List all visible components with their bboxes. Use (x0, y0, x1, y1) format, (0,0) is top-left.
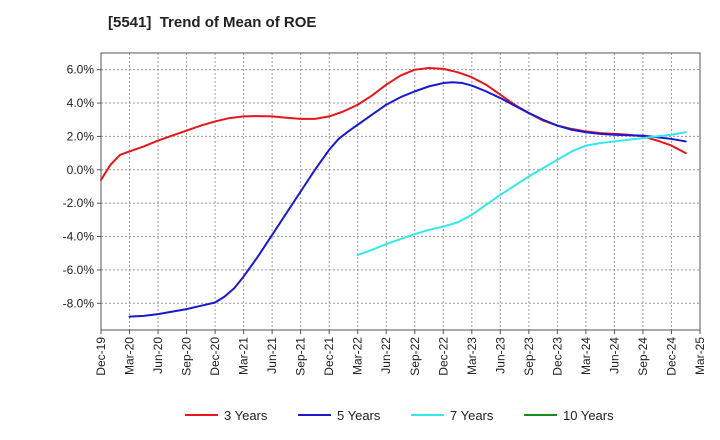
grid-layer (101, 53, 700, 330)
x-tick-label: Dec-19 (94, 337, 108, 376)
x-tick-label: Dec-21 (322, 337, 336, 376)
legend: 3 Years 5 Years 7 Years 10 Years (185, 408, 614, 423)
x-tick-label: Mar-23 (465, 337, 479, 375)
x-tick-label: Dec-20 (208, 337, 222, 376)
series-line-5-years (128, 81, 687, 318)
x-axis: Dec-19 Mar-20 Jun-20 Sep-20 Dec-20 Mar-21 Jun-… (94, 330, 707, 376)
x-tick-label: Dec-24 (664, 337, 678, 376)
legend-label-3-years: 3 Years (224, 408, 268, 423)
legend-label-5-years: 5 Years (337, 408, 381, 423)
y-tick-label: -8.0% (63, 296, 95, 310)
legend-label-7-years: 7 Years (450, 408, 494, 423)
x-tick-label: Sep-24 (636, 337, 650, 376)
y-tick-label: 2.0% (67, 129, 95, 143)
x-tick-label: Mar-24 (579, 337, 593, 375)
x-tick-label: Jun-21 (265, 337, 279, 374)
x-tick-label: Sep-20 (180, 337, 194, 376)
series-line-7-years (356, 131, 687, 256)
chart-title: [5541] Trend of Mean of ROE (108, 14, 317, 31)
y-tick-label: -4.0% (63, 230, 95, 244)
series-layer (100, 67, 687, 318)
x-tick-label: Mar-25 (693, 337, 707, 375)
x-tick-label: Mar-21 (237, 337, 251, 375)
x-tick-label: Sep-23 (522, 337, 536, 376)
legend-label-10-years: 10 Years (563, 408, 614, 423)
x-tick-label: Mar-22 (351, 337, 365, 375)
y-tick-label: -2.0% (63, 196, 95, 210)
y-tick-label: 0.0% (67, 163, 95, 177)
x-tick-label: Dec-23 (550, 337, 564, 376)
y-tick-label: -6.0% (63, 263, 95, 277)
series-line-3-years (100, 67, 687, 181)
plot-area (100, 52, 701, 331)
x-tick-label: Sep-22 (408, 337, 422, 376)
x-tick-label: Mar-20 (123, 337, 137, 375)
x-tick-label: Sep-21 (294, 337, 308, 376)
x-tick-label: Jun-22 (379, 337, 393, 374)
x-tick-label: Jun-20 (151, 337, 165, 374)
y-tick-label: 6.0% (67, 63, 95, 77)
y-axis: -8.0% -6.0% -4.0% -2.0% 0.0% 2.0% 4.0% 6.0% (63, 63, 101, 310)
x-tick-label: Jun-24 (607, 337, 621, 374)
x-tick-label: Dec-22 (436, 337, 450, 376)
y-tick-label: 4.0% (67, 96, 95, 110)
x-tick-label: Jun-23 (493, 337, 507, 374)
